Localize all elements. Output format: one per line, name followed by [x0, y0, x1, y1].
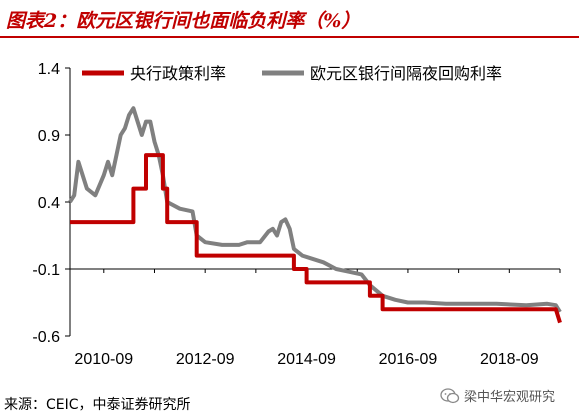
- x-tick-label: 2016-09: [379, 351, 438, 368]
- x-tick-label: 2010-09: [74, 351, 133, 368]
- y-tick-label: -0.1: [32, 262, 60, 279]
- y-tick-label: 0.4: [38, 195, 60, 212]
- chart-series: [68, 106, 562, 324]
- x-tick-label: 2014-09: [277, 351, 336, 368]
- y-tick-label: 1.4: [38, 61, 60, 78]
- chart-legend: 央行政策利率 欧元区银行间隔夜回购利率: [82, 64, 502, 83]
- x-tick-label: 2012-09: [176, 351, 235, 368]
- page-title: 图表2：欧元区银行间也面临负利率（%）: [6, 10, 361, 32]
- title-bar: 图表2：欧元区银行间也面临负利率（%）: [0, 0, 579, 40]
- wechat-icon: [440, 388, 460, 404]
- x-tick-label: 2018-09: [480, 351, 539, 368]
- y-tick-label: 0.9: [38, 128, 60, 145]
- source-note: 来源：CEIC，中泰证券研究所: [4, 397, 191, 413]
- chart-axes: 1.4 0.9 0.4 -0.1 -0.6 2010-09 2012-09 2014-09 20…: [32, 61, 561, 368]
- legend-item-policy-rate-label: 央行政策利率: [130, 64, 226, 83]
- line-chart: 1.4 0.9 0.4 -0.1 -0.6 2010-09 2012-09 2014-09 20…: [32, 61, 562, 368]
- series-line-eonia: [68, 106, 562, 313]
- legend-item-eonia-label: 欧元区银行间隔夜回购利率: [310, 64, 502, 83]
- watermark: 梁中华宏观研究: [438, 384, 578, 410]
- y-tick-label: -0.6: [32, 329, 60, 346]
- series-line-policy-rate: [70, 153, 562, 324]
- title-divider: [0, 36, 579, 38]
- watermark-text: 梁中华宏观研究: [464, 390, 556, 405]
